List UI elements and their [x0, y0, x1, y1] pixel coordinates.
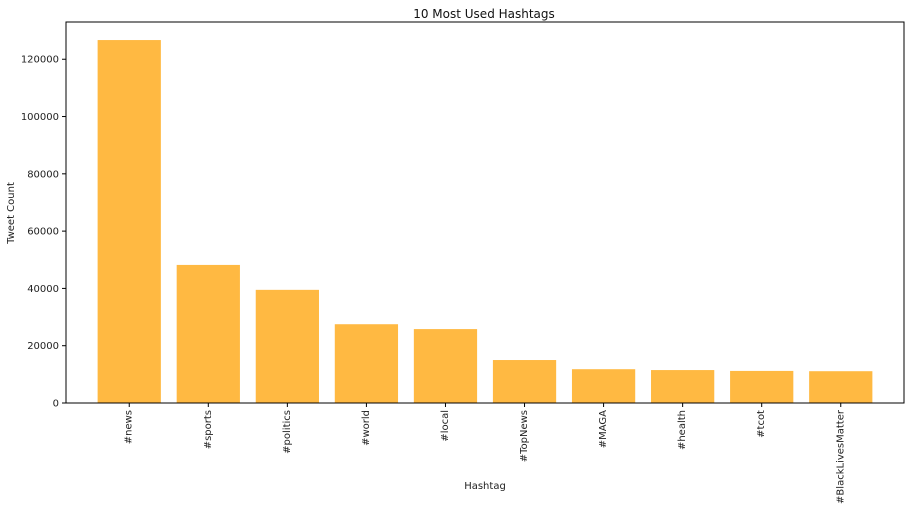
x-tick-label: #tcot	[756, 410, 767, 438]
bar-blacklivesmatter	[809, 371, 873, 403]
plot-frame	[65, 21, 905, 404]
y-axis: 0 20000 40000 60000 80000 100000 120000	[21, 55, 66, 410]
y-tick-label: 120000	[21, 55, 59, 66]
x-tick-label: #local	[440, 410, 451, 442]
bar-tcot	[730, 370, 794, 403]
x-tick-label: #MAGA	[598, 410, 609, 448]
x-tick-label: #world	[361, 410, 372, 446]
bar-sports	[176, 264, 240, 403]
x-tick-label: #health	[677, 410, 688, 450]
x-axis: #news #sports #politics #world #local #TopNew…	[124, 403, 846, 504]
y-tick-label: 60000	[27, 227, 59, 238]
bar-maga	[571, 369, 636, 403]
y-tick-label: 100000	[21, 112, 59, 123]
bar-health	[651, 370, 715, 403]
x-tick-label: #politics	[282, 410, 293, 454]
y-tick-label: 20000	[27, 341, 59, 352]
chart-title: 10 Most Used Hashtags	[413, 7, 555, 21]
bar-politics	[255, 289, 319, 403]
y-axis-label: Tweet Count	[6, 182, 17, 245]
bars-group	[97, 40, 873, 404]
x-tick-label: #TopNews	[519, 410, 530, 462]
bar-news	[97, 40, 161, 404]
bar-topnews	[492, 360, 557, 403]
y-tick-label: 40000	[27, 284, 59, 295]
bar-world	[334, 324, 399, 403]
x-tick-label: #BlackLivesMatter	[835, 409, 846, 504]
x-tick-label: #sports	[203, 410, 214, 449]
y-tick-label: 80000	[27, 169, 59, 180]
x-tick-label: #news	[124, 410, 135, 444]
x-axis-label: Hashtag	[464, 481, 506, 492]
y-tick-label: 0	[53, 399, 59, 410]
bar-local	[413, 329, 478, 403]
